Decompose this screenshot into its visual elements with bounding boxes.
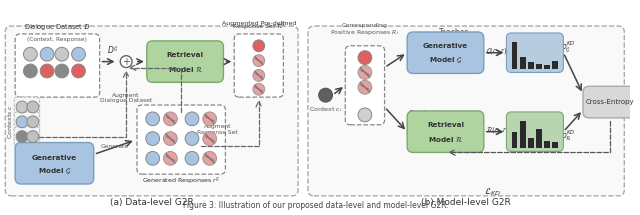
Bar (528, 62, 534, 69)
Bar (544, 65, 550, 69)
Text: $D^\mathcal{G}$: $D^\mathcal{G}$ (106, 44, 118, 56)
Circle shape (146, 132, 159, 146)
Circle shape (16, 116, 28, 128)
FancyBboxPatch shape (14, 97, 40, 117)
Circle shape (358, 66, 372, 79)
Text: Positive Responses $R_i$: Positive Responses $R_i$ (330, 28, 399, 37)
FancyBboxPatch shape (147, 41, 223, 82)
Circle shape (185, 151, 199, 165)
Bar (552, 142, 558, 148)
Text: $\mathcal{R}(c_i,r)$: $\mathcal{R}(c_i,r)$ (486, 125, 509, 135)
Circle shape (146, 112, 159, 126)
Text: +: + (122, 57, 130, 67)
Circle shape (358, 108, 372, 122)
Bar (512, 42, 517, 69)
Circle shape (24, 64, 37, 78)
Text: Augmented Pre-defined: Augmented Pre-defined (221, 21, 296, 26)
Text: Model $\mathcal{G}$: Model $\mathcal{G}$ (38, 166, 71, 176)
Text: Model $\mathcal{R}$: Model $\mathcal{R}$ (168, 64, 203, 74)
Circle shape (16, 131, 28, 143)
FancyBboxPatch shape (14, 112, 40, 132)
Circle shape (27, 131, 39, 143)
Circle shape (27, 116, 39, 128)
Circle shape (163, 112, 177, 126)
Circle shape (358, 80, 372, 94)
Circle shape (253, 83, 265, 95)
Bar (520, 121, 525, 148)
Text: (a) Data-level G2R: (a) Data-level G2R (110, 198, 193, 207)
Text: Teacher: Teacher (438, 28, 468, 37)
Circle shape (163, 132, 177, 146)
Circle shape (319, 88, 333, 102)
Bar (552, 61, 558, 69)
Text: Generative: Generative (32, 155, 77, 161)
Text: Model $\mathcal{G}$: Model $\mathcal{G}$ (429, 55, 462, 65)
Circle shape (146, 151, 159, 165)
Circle shape (203, 112, 216, 126)
Text: (b) Model-level G2R: (b) Model-level G2R (421, 198, 511, 207)
Text: $p_\mathcal{G}^{KD}$: $p_\mathcal{G}^{KD}$ (561, 39, 575, 55)
FancyBboxPatch shape (15, 143, 93, 184)
FancyBboxPatch shape (345, 46, 385, 125)
FancyBboxPatch shape (506, 33, 563, 72)
Text: Model $\mathcal{R}$: Model $\mathcal{R}$ (428, 135, 463, 144)
Text: Figure 3: Illustration of our proposed data-level and model-level G2R.: Figure 3: Illustration of our proposed d… (183, 201, 449, 210)
FancyBboxPatch shape (308, 26, 624, 196)
Text: Augment: Augment (204, 124, 231, 129)
Text: Generated Responses $r^\mathcal{G}$: Generated Responses $r^\mathcal{G}$ (142, 177, 220, 187)
Text: Dialogue Dataset $\mathcal{D}$: Dialogue Dataset $\mathcal{D}$ (24, 22, 91, 32)
FancyBboxPatch shape (583, 86, 637, 118)
Circle shape (55, 47, 68, 61)
Text: $\mathcal{G}(c_i,r)$: $\mathcal{G}(c_i,r)$ (486, 46, 508, 56)
Circle shape (55, 64, 68, 78)
Text: Context $c_i$: Context $c_i$ (309, 105, 342, 114)
Text: Generate: Generate (100, 144, 129, 149)
Text: Retrieval: Retrieval (166, 52, 204, 58)
Circle shape (358, 51, 372, 64)
Text: Retrieval: Retrieval (427, 123, 464, 129)
Circle shape (40, 64, 54, 78)
FancyBboxPatch shape (234, 34, 284, 97)
FancyBboxPatch shape (5, 26, 298, 196)
Circle shape (27, 101, 39, 113)
Circle shape (72, 47, 85, 61)
Text: Augment: Augment (113, 93, 140, 98)
Circle shape (253, 40, 265, 52)
Text: Cross-Entropy: Cross-Entropy (586, 99, 634, 105)
Circle shape (163, 151, 177, 165)
Circle shape (120, 56, 132, 68)
FancyBboxPatch shape (137, 105, 225, 174)
Circle shape (203, 132, 216, 146)
FancyBboxPatch shape (407, 111, 484, 152)
Circle shape (16, 101, 28, 113)
FancyBboxPatch shape (407, 32, 484, 74)
Bar (520, 57, 525, 69)
Bar (536, 129, 542, 148)
Circle shape (253, 55, 265, 66)
Circle shape (72, 64, 85, 78)
Bar (536, 64, 542, 69)
Text: (Context, Response): (Context, Response) (28, 37, 88, 42)
Text: Dialogue Dataset: Dialogue Dataset (100, 98, 152, 103)
FancyBboxPatch shape (14, 127, 40, 146)
Circle shape (185, 132, 199, 146)
Text: Student: Student (409, 110, 439, 119)
Text: $\mathcal{L}_{KD}$: $\mathcal{L}_{KD}$ (484, 186, 501, 198)
Text: Generative: Generative (423, 43, 468, 49)
Bar (544, 141, 550, 148)
Circle shape (40, 47, 54, 61)
Circle shape (203, 151, 216, 165)
Bar (512, 132, 517, 148)
Text: Response Set $\mathcal{R}^\mathcal{G}$: Response Set $\mathcal{R}^\mathcal{G}$ (232, 21, 286, 31)
Text: Corresponding: Corresponding (342, 23, 388, 28)
Text: Contexts $c$: Contexts $c$ (6, 104, 14, 139)
FancyBboxPatch shape (15, 34, 100, 97)
FancyBboxPatch shape (506, 112, 563, 151)
Circle shape (24, 47, 37, 61)
Text: Response Set: Response Set (197, 130, 238, 135)
Circle shape (253, 69, 265, 81)
Circle shape (185, 112, 199, 126)
Bar (528, 138, 534, 148)
Text: $p_\mathcal{R}^{KD}$: $p_\mathcal{R}^{KD}$ (561, 128, 575, 143)
